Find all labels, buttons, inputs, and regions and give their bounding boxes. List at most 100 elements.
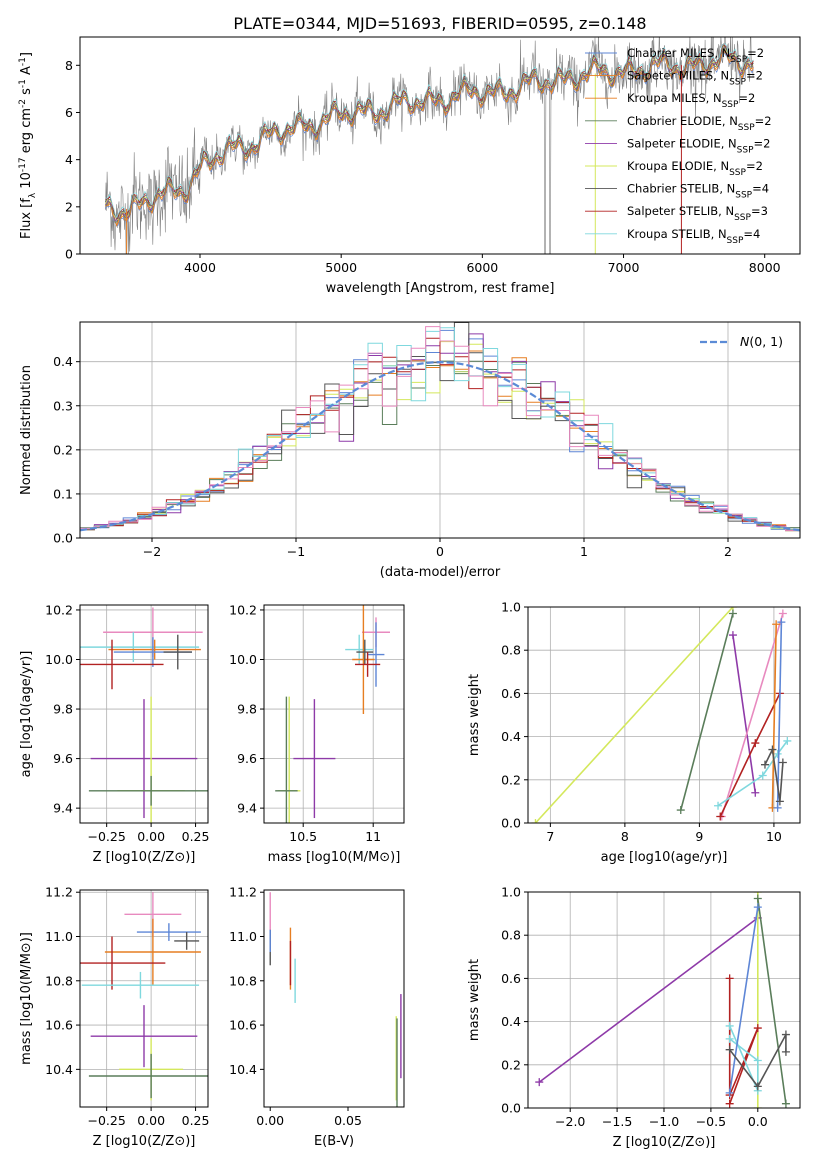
mass-weight-marker xyxy=(781,1030,790,1039)
y-tick-label: 0.8 xyxy=(501,928,521,943)
model-spectrum xyxy=(105,43,754,219)
x-tick-label: 5000 xyxy=(325,260,357,275)
axes-frame xyxy=(263,604,405,824)
legend-label: N(0, 1) xyxy=(740,334,783,349)
plot-area xyxy=(80,607,208,823)
legend-label: Kroupa STELIB, NSSP=4 xyxy=(627,227,760,246)
figure-title: PLATE=0344, MJD=51693, FIBERID=0595, z=0… xyxy=(233,14,646,33)
mass-weight-marker xyxy=(725,1088,734,1097)
axes-frame xyxy=(79,604,209,824)
mass-weight-marker xyxy=(751,788,760,797)
label-part: SSP xyxy=(738,123,755,133)
y-tick-label: 0.0 xyxy=(501,816,521,831)
plot-area xyxy=(531,607,792,823)
errorbar-point xyxy=(355,652,381,677)
y-tick-label: 0.8 xyxy=(501,643,521,658)
panel-mass_weight_vs_age: 7 8 9 10 0.0 0.2 0.4 0.6 0.8 1.0 age [log10(age/yr… xyxy=(467,600,801,865)
y-tick-label: 0.3 xyxy=(53,398,73,413)
model-spectrum xyxy=(105,50,754,227)
x-axis-label: mass [log10(M/M⊙)] xyxy=(268,850,401,865)
y-tick-label: 6 xyxy=(65,105,73,120)
x-tick-label: 9 xyxy=(695,829,703,844)
plot-area xyxy=(80,892,208,1101)
label-part: mass weight xyxy=(467,674,482,756)
label-part: SSP xyxy=(737,145,754,155)
mass-weight-marker xyxy=(783,736,792,745)
y-tick-label: 0.4 xyxy=(53,354,73,369)
mass-weight-marker xyxy=(751,739,760,748)
axes-overlay: −0.25 0.00 0.25 10.4 10.6 10.8 11.0 11.2 Z [log1… xyxy=(19,885,209,1149)
y-tick-label: 11.0 xyxy=(229,929,257,944)
mass-weight-marker xyxy=(716,812,725,821)
y-tick-label: 9.8 xyxy=(237,702,257,717)
mass-weight-marker xyxy=(773,803,782,812)
plot-area xyxy=(269,892,402,1107)
x-tick-label: −1.0 xyxy=(649,1114,679,1129)
axes-frame xyxy=(263,889,405,1108)
y-tick-label: 0.4 xyxy=(501,1014,521,1029)
x-tick-label: 8 xyxy=(621,829,629,844)
label-part: =3 xyxy=(751,204,768,218)
mass-weight-marker xyxy=(753,1082,762,1091)
label-part: N xyxy=(727,182,736,196)
mass-weight-marker xyxy=(778,758,787,767)
axes-overlay: 4000 5000 6000 7000 8000 0 2 4 6 8 wavelength [Ang… xyxy=(18,36,801,296)
y-tick-label: 0.2 xyxy=(53,442,73,457)
y-tick-label: 0.0 xyxy=(53,531,73,546)
x-tick-label: 7 xyxy=(546,829,554,844)
label-part: 10 xyxy=(19,172,34,193)
errorbar-point xyxy=(293,699,336,819)
plot-area xyxy=(105,37,754,254)
x-tick-label: 0.0 xyxy=(748,1114,768,1129)
errorbar-point xyxy=(108,639,201,660)
label-part: -17 xyxy=(18,157,28,172)
errorbar-point xyxy=(352,605,375,714)
axes-overlay: 10.5 11 9.4 9.6 9.8 10.0 10.2 mass [log10(M/M⊙)… xyxy=(229,602,405,865)
mass-weight-marker xyxy=(725,1034,734,1043)
label-part: Chabrier STELIB, xyxy=(627,182,727,196)
x-tick-label: −0.25 xyxy=(88,829,126,844)
legend-label: Chabrier MILES, NSSP=2 xyxy=(627,46,764,65)
panel-age_vs_mass: 10.5 11 9.4 9.6 9.8 10.0 10.2 mass [log10(M/M⊙)… xyxy=(229,602,405,865)
y-tick-label: 9.4 xyxy=(237,801,257,816)
label-part: -1 xyxy=(18,79,28,88)
mass-weight-marker xyxy=(753,1104,762,1108)
errorbar-point xyxy=(81,971,200,999)
label-part: N xyxy=(728,136,737,150)
x-tick-label: −1 xyxy=(287,544,305,559)
y-axis-label: age [log10(age/yr)] xyxy=(19,651,34,778)
mass-weight-marker xyxy=(775,797,784,806)
errorbar-point xyxy=(88,1053,208,1099)
x-tick-label: −2.0 xyxy=(555,1114,585,1129)
y-tick-label: 10.4 xyxy=(229,1062,257,1077)
mass-weight-line xyxy=(776,622,783,808)
x-tick-label: 10 xyxy=(766,829,782,844)
label-part: N xyxy=(713,91,722,105)
mass-weight-line xyxy=(534,607,734,823)
label-part: mass [log10(M/M⊙)] xyxy=(268,850,401,865)
label-part: SSP xyxy=(729,168,746,178)
legend-label: Salpeter ELODIE, NSSP=2 xyxy=(627,136,770,155)
x-tick-label: 0.25 xyxy=(182,829,210,844)
errorbar-point xyxy=(275,696,298,823)
y-tick-label: 10.8 xyxy=(45,973,73,988)
label-part: Chabrier MILES, xyxy=(627,46,722,60)
mass-weight-marker xyxy=(778,609,787,618)
mass-weight-marker xyxy=(777,618,786,627)
label-part: Kroupa MILES, xyxy=(627,91,713,105)
x-tick-label: 6000 xyxy=(466,260,498,275)
x-tick-label: 7000 xyxy=(608,260,640,275)
label-part: Normed distribution xyxy=(19,365,34,495)
label-part: =2 xyxy=(747,46,764,60)
label-part: =4 xyxy=(743,227,760,241)
model-spectrum xyxy=(105,43,754,220)
x-tick-label: −0.25 xyxy=(88,1113,126,1128)
mass-weight-marker xyxy=(760,760,769,769)
label-part: Z [log10(Z/Z⊙)] xyxy=(613,1135,716,1150)
x-tick-label: 0.25 xyxy=(182,1113,210,1128)
mass-weight-marker xyxy=(676,806,685,815)
label-part: N xyxy=(740,334,750,349)
mass-weight-marker xyxy=(753,894,762,903)
label-part: N xyxy=(720,69,729,83)
